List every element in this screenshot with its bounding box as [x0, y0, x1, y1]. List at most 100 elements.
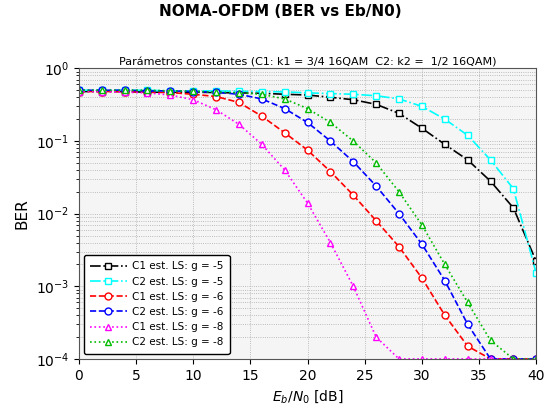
C2 est. LS: g = -5: (22, 0.45): g = -5: (22, 0.45): [327, 91, 334, 96]
C1 est. LS: g = -5: (36, 0.028): g = -5: (36, 0.028): [487, 178, 494, 184]
Text: NOMA-OFDM (BER vs Eb/N0): NOMA-OFDM (BER vs Eb/N0): [158, 4, 402, 19]
C1 est. LS: g = -8: (18, 0.04): g = -8: (18, 0.04): [281, 168, 288, 173]
C2 est. LS: g = -8: (20, 0.28): g = -8: (20, 0.28): [304, 106, 311, 111]
C1 est. LS: g = -6: (36, 0.0001): g = -6: (36, 0.0001): [487, 357, 494, 362]
C1 est. LS: g = -5: (12, 0.465): g = -5: (12, 0.465): [213, 90, 220, 95]
C1 est. LS: g = -8: (32, 0.0001): g = -8: (32, 0.0001): [441, 357, 448, 362]
C2 est. LS: g = -5: (20, 0.46): g = -5: (20, 0.46): [304, 90, 311, 95]
C1 est. LS: g = -8: (10, 0.37): g = -8: (10, 0.37): [190, 97, 197, 102]
C1 est. LS: g = -8: (20, 0.014): g = -8: (20, 0.014): [304, 200, 311, 205]
C2 est. LS: g = -5: (12, 0.49): g = -5: (12, 0.49): [213, 88, 220, 93]
C1 est. LS: g = -6: (16, 0.22): g = -6: (16, 0.22): [258, 114, 265, 119]
C2 est. LS: g = -8: (32, 0.002): g = -8: (32, 0.002): [441, 262, 448, 267]
C2 est. LS: g = -5: (14, 0.485): g = -5: (14, 0.485): [236, 89, 242, 94]
C2 est. LS: g = -8: (26, 0.05): g = -8: (26, 0.05): [373, 160, 380, 165]
C2 est. LS: g = -5: (32, 0.2): g = -5: (32, 0.2): [441, 117, 448, 122]
C1 est. LS: g = -6: (18, 0.13): g = -6: (18, 0.13): [281, 130, 288, 135]
C1 est. LS: g = -8: (12, 0.27): g = -8: (12, 0.27): [213, 107, 220, 112]
C2 est. LS: g = -8: (8, 0.49): g = -8: (8, 0.49): [167, 88, 174, 93]
C1 est. LS: g = -6: (2, 0.48): g = -6: (2, 0.48): [99, 89, 105, 94]
C1 est. LS: g = -5: (4, 0.48): g = -5: (4, 0.48): [121, 89, 128, 94]
C1 est. LS: g = -8: (38, 0.0001): g = -8: (38, 0.0001): [510, 357, 517, 362]
C1 est. LS: g = -5: (28, 0.24): g = -5: (28, 0.24): [396, 111, 403, 116]
C1 est. LS: g = -6: (30, 0.0013): g = -6: (30, 0.0013): [418, 276, 425, 281]
C1 est. LS: g = -6: (6, 0.47): g = -6: (6, 0.47): [144, 90, 151, 95]
C1 est. LS: g = -5: (18, 0.44): g = -5: (18, 0.44): [281, 92, 288, 97]
C2 est. LS: g = -8: (36, 0.00018): g = -8: (36, 0.00018): [487, 338, 494, 343]
C1 est. LS: g = -8: (14, 0.17): g = -8: (14, 0.17): [236, 122, 242, 127]
C2 est. LS: g = -6: (36, 0.0001): g = -6: (36, 0.0001): [487, 357, 494, 362]
C2 est. LS: g = -6: (20, 0.18): g = -6: (20, 0.18): [304, 120, 311, 125]
C2 est. LS: g = -6: (0, 0.5): g = -6: (0, 0.5): [76, 88, 82, 93]
C1 est. LS: g = -5: (6, 0.47): g = -5: (6, 0.47): [144, 90, 151, 95]
C2 est. LS: g = -5: (6, 0.5): g = -5: (6, 0.5): [144, 88, 151, 93]
C2 est. LS: g = -8: (34, 0.0006): g = -8: (34, 0.0006): [464, 300, 471, 305]
C1 est. LS: g = -6: (24, 0.018): g = -6: (24, 0.018): [350, 193, 357, 198]
C2 est. LS: g = -6: (28, 0.01): g = -6: (28, 0.01): [396, 211, 403, 216]
C1 est. LS: g = -6: (38, 0.0001): g = -6: (38, 0.0001): [510, 357, 517, 362]
C1 est. LS: g = -5: (24, 0.37): g = -5: (24, 0.37): [350, 97, 357, 102]
Y-axis label: BER: BER: [15, 198, 30, 229]
C1 est. LS: g = -6: (40, 0.0001): g = -6: (40, 0.0001): [533, 357, 540, 362]
C2 est. LS: g = -8: (10, 0.485): g = -8: (10, 0.485): [190, 89, 197, 94]
C1 est. LS: g = -8: (30, 0.0001): g = -8: (30, 0.0001): [418, 357, 425, 362]
C2 est. LS: g = -5: (2, 0.5): g = -5: (2, 0.5): [99, 88, 105, 93]
C2 est. LS: g = -8: (12, 0.47): g = -8: (12, 0.47): [213, 90, 220, 95]
C1 est. LS: g = -8: (4, 0.47): g = -8: (4, 0.47): [121, 90, 128, 95]
C1 est. LS: g = -6: (32, 0.0004): g = -6: (32, 0.0004): [441, 312, 448, 318]
C2 est. LS: g = -8: (28, 0.02): g = -8: (28, 0.02): [396, 189, 403, 194]
C1 est. LS: g = -6: (20, 0.075): g = -6: (20, 0.075): [304, 147, 311, 152]
C1 est. LS: g = -8: (40, 0.0001): g = -8: (40, 0.0001): [533, 357, 540, 362]
C2 est. LS: g = -8: (22, 0.18): g = -8: (22, 0.18): [327, 120, 334, 125]
C2 est. LS: g = -8: (24, 0.1): g = -8: (24, 0.1): [350, 139, 357, 144]
C1 est. LS: g = -6: (0, 0.48): g = -6: (0, 0.48): [76, 89, 82, 94]
C2 est. LS: g = -6: (38, 0.0001): g = -6: (38, 0.0001): [510, 357, 517, 362]
C2 est. LS: g = -6: (12, 0.47): g = -6: (12, 0.47): [213, 90, 220, 95]
C1 est. LS: g = -8: (0, 0.48): g = -8: (0, 0.48): [76, 89, 82, 94]
C1 est. LS: g = -6: (10, 0.44): g = -6: (10, 0.44): [190, 92, 197, 97]
Line: C1 est. LS: g = -8: C1 est. LS: g = -8: [75, 88, 540, 362]
C1 est. LS: g = -8: (22, 0.004): g = -8: (22, 0.004): [327, 240, 334, 245]
C1 est. LS: g = -5: (32, 0.09): g = -5: (32, 0.09): [441, 142, 448, 147]
C2 est. LS: g = -5: (30, 0.3): g = -5: (30, 0.3): [418, 104, 425, 109]
C2 est. LS: g = -5: (38, 0.022): g = -5: (38, 0.022): [510, 186, 517, 191]
Line: C2 est. LS: g = -6: C2 est. LS: g = -6: [75, 87, 540, 362]
C2 est. LS: g = -5: (16, 0.48): g = -5: (16, 0.48): [258, 89, 265, 94]
C1 est. LS: g = -8: (34, 0.0001): g = -8: (34, 0.0001): [464, 357, 471, 362]
C1 est. LS: g = -5: (26, 0.32): g = -5: (26, 0.32): [373, 102, 380, 107]
C2 est. LS: g = -8: (0, 0.5): g = -8: (0, 0.5): [76, 88, 82, 93]
C1 est. LS: g = -5: (38, 0.012): g = -5: (38, 0.012): [510, 205, 517, 210]
C1 est. LS: g = -5: (8, 0.47): g = -5: (8, 0.47): [167, 90, 174, 95]
C1 est. LS: g = -5: (30, 0.15): g = -5: (30, 0.15): [418, 126, 425, 131]
Legend: C1 est. LS: g = -5, C2 est. LS: g = -5, C1 est. LS: g = -6, C2 est. LS: g = -6, : C1 est. LS: g = -5, C2 est. LS: g = -5, …: [84, 255, 230, 354]
C2 est. LS: g = -8: (2, 0.5): g = -8: (2, 0.5): [99, 88, 105, 93]
C2 est. LS: g = -6: (10, 0.48): g = -6: (10, 0.48): [190, 89, 197, 94]
C2 est. LS: g = -5: (34, 0.12): g = -5: (34, 0.12): [464, 133, 471, 138]
C1 est. LS: g = -5: (10, 0.47): g = -5: (10, 0.47): [190, 90, 197, 95]
C2 est. LS: g = -6: (16, 0.38): g = -6: (16, 0.38): [258, 96, 265, 101]
C2 est. LS: g = -6: (8, 0.49): g = -6: (8, 0.49): [167, 88, 174, 93]
Line: C2 est. LS: g = -5: C2 est. LS: g = -5: [75, 87, 540, 277]
C2 est. LS: g = -8: (4, 0.5): g = -8: (4, 0.5): [121, 88, 128, 93]
C2 est. LS: g = -8: (40, 0.0001): g = -8: (40, 0.0001): [533, 357, 540, 362]
Title: Parámetros constantes (C1: k1 = 3/4 16QAM  C2: k2 =  1/2 16QAM): Parámetros constantes (C1: k1 = 3/4 16QA…: [119, 58, 496, 68]
C2 est. LS: g = -6: (2, 0.5): g = -6: (2, 0.5): [99, 88, 105, 93]
C1 est. LS: g = -6: (26, 0.008): g = -6: (26, 0.008): [373, 218, 380, 223]
C2 est. LS: g = -8: (16, 0.44): g = -8: (16, 0.44): [258, 92, 265, 97]
C1 est. LS: g = -6: (12, 0.41): g = -6: (12, 0.41): [213, 94, 220, 99]
C1 est. LS: g = -5: (22, 0.4): g = -5: (22, 0.4): [327, 95, 334, 100]
C2 est. LS: g = -5: (10, 0.49): g = -5: (10, 0.49): [190, 88, 197, 93]
C1 est. LS: g = -6: (22, 0.038): g = -6: (22, 0.038): [327, 169, 334, 174]
C2 est. LS: g = -8: (38, 0.0001): g = -8: (38, 0.0001): [510, 357, 517, 362]
C1 est. LS: g = -5: (14, 0.46): g = -5: (14, 0.46): [236, 90, 242, 95]
C2 est. LS: g = -6: (40, 0.0001): g = -6: (40, 0.0001): [533, 357, 540, 362]
C2 est. LS: g = -6: (34, 0.0003): g = -6: (34, 0.0003): [464, 322, 471, 327]
X-axis label: $E_b/N_0$ [dB]: $E_b/N_0$ [dB]: [272, 388, 343, 405]
C1 est. LS: g = -8: (8, 0.43): g = -8: (8, 0.43): [167, 92, 174, 97]
C1 est. LS: g = -6: (34, 0.00015): g = -6: (34, 0.00015): [464, 344, 471, 349]
C1 est. LS: g = -5: (40, 0.0022): g = -5: (40, 0.0022): [533, 259, 540, 264]
C1 est. LS: g = -6: (28, 0.0035): g = -6: (28, 0.0035): [396, 244, 403, 249]
C1 est. LS: g = -8: (36, 0.0001): g = -8: (36, 0.0001): [487, 357, 494, 362]
C1 est. LS: g = -5: (16, 0.455): g = -5: (16, 0.455): [258, 91, 265, 96]
Line: C1 est. LS: g = -5: C1 est. LS: g = -5: [75, 88, 540, 265]
